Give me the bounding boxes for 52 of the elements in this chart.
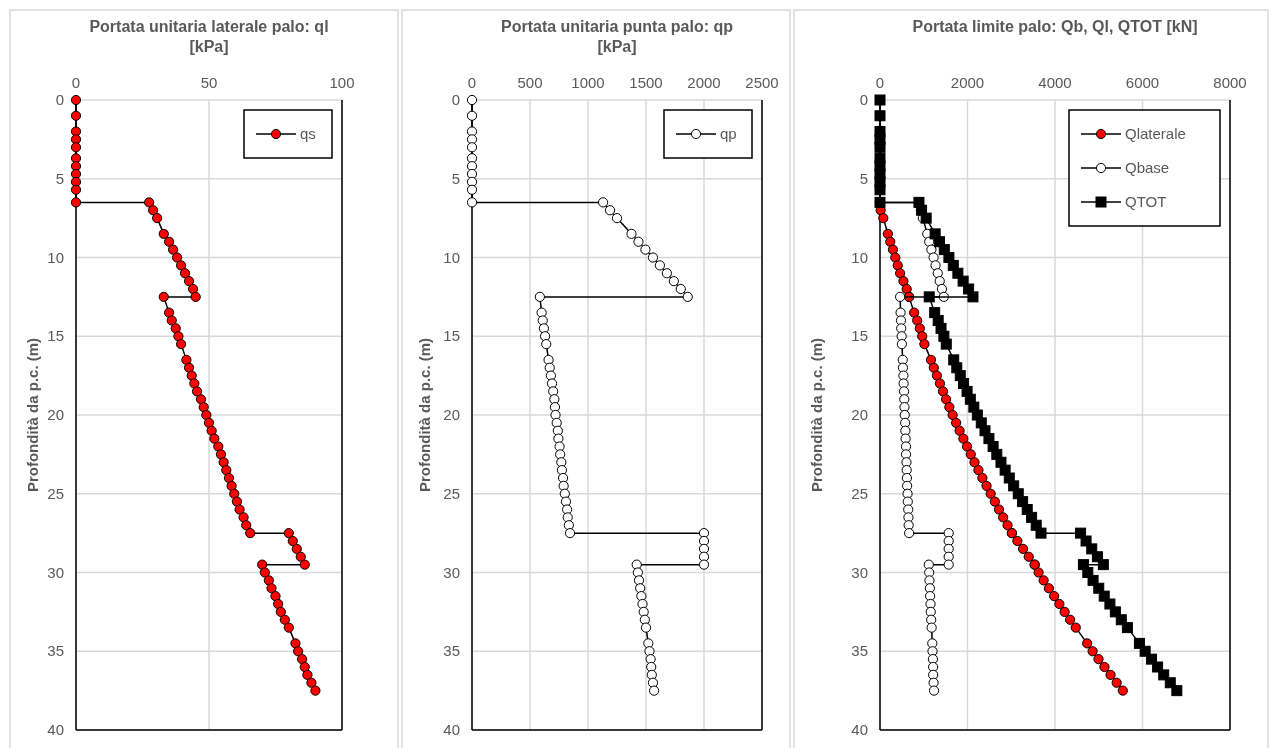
y-tick-label: 5 — [451, 169, 460, 187]
x-tick-label: 0 — [467, 74, 477, 91]
x-tick-label: 2000 — [687, 74, 721, 91]
y-tick-label: 5 — [55, 169, 64, 187]
x-tick-label: 4000 — [1038, 74, 1072, 91]
y-tick-label: 30 — [851, 563, 868, 581]
y-tick-label: 20 — [47, 406, 64, 423]
x-tick-label: 6000 — [1125, 74, 1160, 91]
y-axis-title: Profondità da p.c. (m) — [416, 337, 433, 493]
x-tick-label: 8000 — [1213, 74, 1247, 91]
x-tick-label: 2500 — [745, 74, 779, 91]
y-tick-label: 10 — [47, 248, 64, 266]
y-tick-label: 0 — [859, 91, 868, 108]
y-tick-label: 5 — [859, 169, 868, 187]
x-tick-label: 2000 — [950, 74, 985, 91]
y-tick-label: 15 — [851, 327, 868, 345]
chart-title: Portata unitaria laterale palo: ql [kPa] — [89, 18, 329, 55]
x-tick-label: 500 — [517, 74, 543, 91]
y-tick-label: 15 — [47, 327, 64, 345]
x-tick-label: 0 — [71, 74, 81, 91]
y-tick-label: 10 — [443, 248, 460, 266]
y-tick-label: 40 — [851, 721, 868, 738]
x-tick-label: 50 — [200, 74, 218, 91]
chart-title: Portata unitaria punta palo: qp [kPa] — [500, 18, 734, 55]
chart-title: Portata limite palo: Qb, Ql, QTOT [kN] — [912, 18, 1198, 35]
x-tick-label: 1500 — [629, 74, 663, 91]
y-tick-label: 15 — [443, 327, 460, 345]
legend-label: qp — [720, 125, 737, 142]
x-tick-label: 1000 — [571, 74, 605, 91]
x-tick-label: 0 — [875, 74, 885, 91]
x-tick-label: 100 — [329, 74, 355, 91]
y-tick-label: 0 — [55, 91, 64, 108]
y-tick-label: 10 — [851, 248, 868, 266]
y-tick-label: 20 — [851, 406, 868, 423]
y-tick-label: 35 — [47, 642, 64, 660]
y-tick-label: 35 — [443, 642, 460, 660]
y-tick-label: 30 — [443, 563, 460, 581]
legend-label: qs — [300, 125, 316, 142]
y-tick-label: 25 — [851, 484, 868, 502]
y-tick-label: 40 — [443, 721, 460, 738]
legend-label: Qlaterale — [1125, 125, 1186, 142]
y-tick-label: 20 — [443, 406, 460, 423]
y-tick-label: 35 — [851, 642, 868, 660]
y-axis-title: Profondità da p.c. (m) — [24, 337, 41, 493]
y-tick-label: 40 — [47, 721, 64, 738]
y-tick-label: 30 — [47, 563, 64, 581]
y-tick-label: 25 — [47, 484, 64, 502]
y-tick-label: 0 — [451, 91, 460, 108]
legend-label: QTOT — [1125, 193, 1167, 210]
legend-label: Qbase — [1125, 159, 1170, 176]
y-tick-label: 25 — [443, 484, 460, 502]
y-axis-title: Profondità da p.c. (m) — [808, 337, 825, 493]
